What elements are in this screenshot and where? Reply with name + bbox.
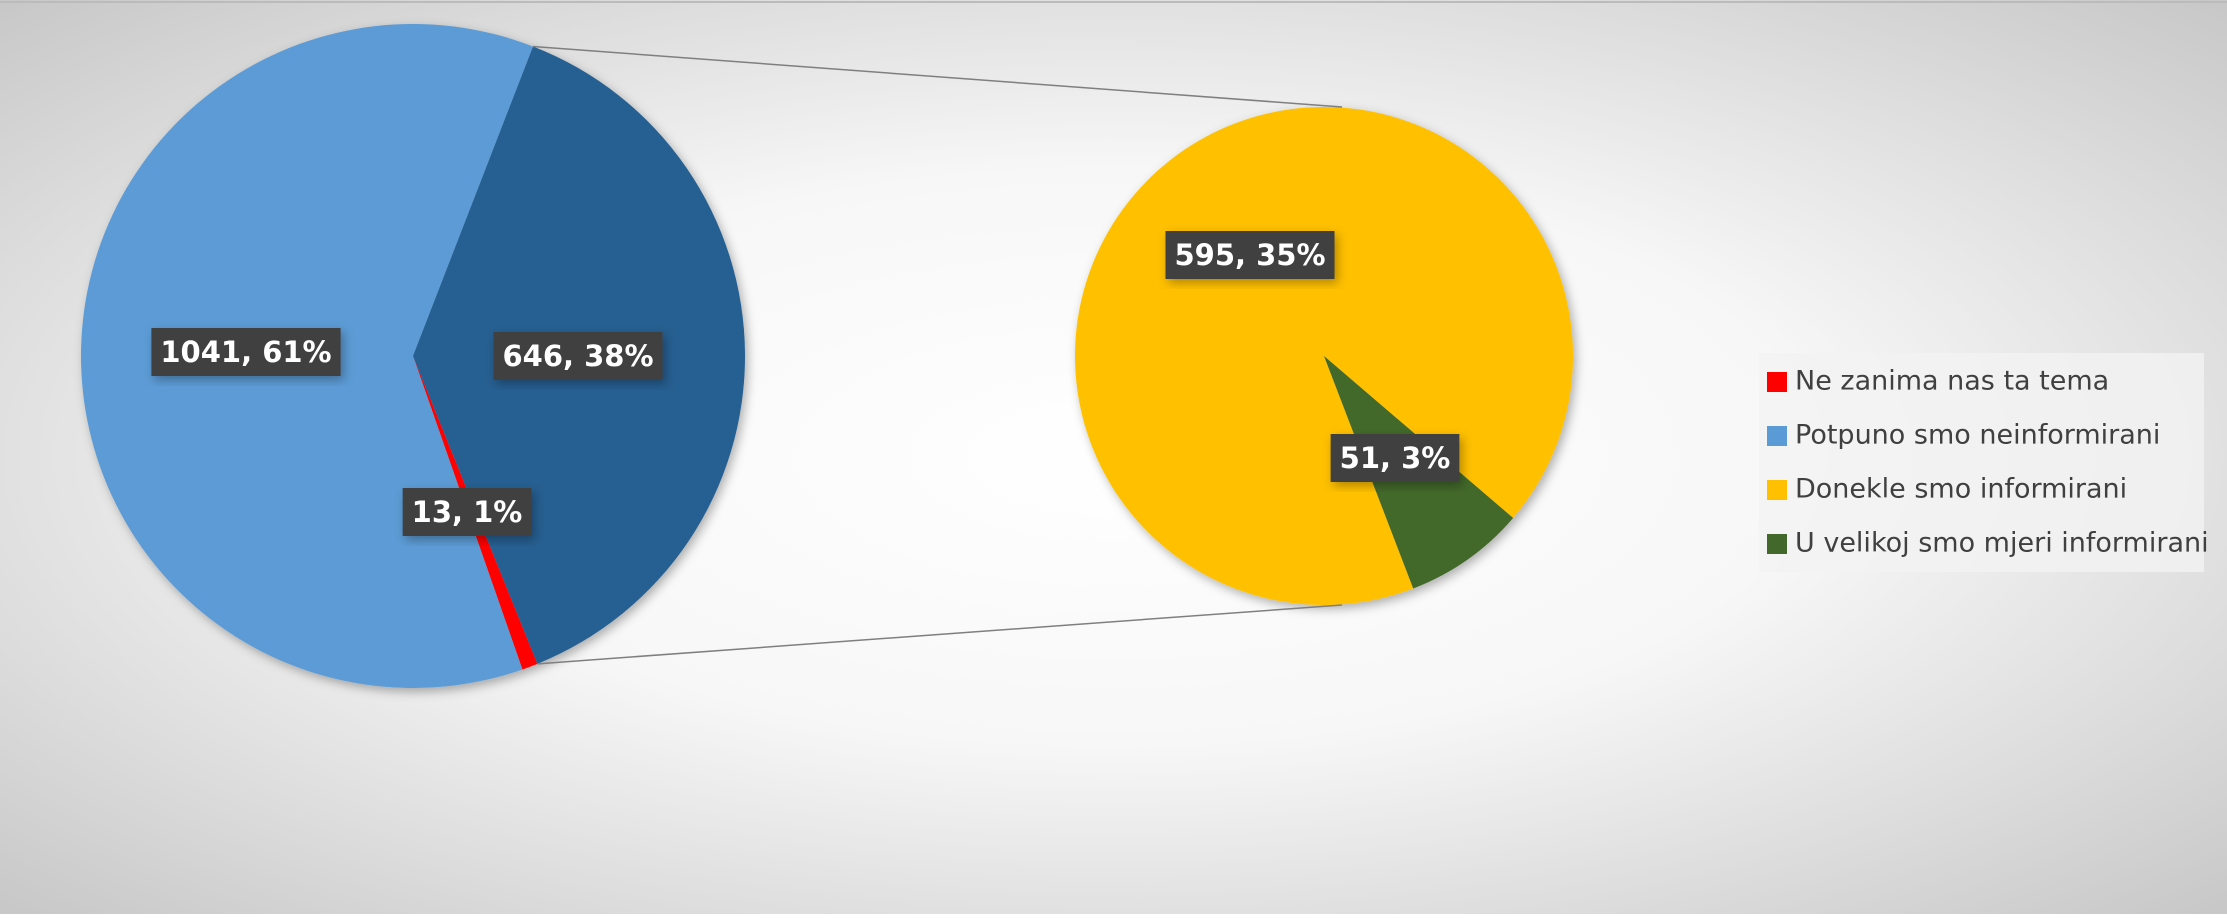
data-label-text: 595, 35% <box>1174 238 1325 272</box>
legend-swatch <box>1767 480 1787 500</box>
legend-label: Ne zanima nas ta tema <box>1795 366 2109 397</box>
legend-swatch <box>1767 426 1787 446</box>
data-label-box <box>402 488 532 536</box>
connector-line <box>533 45 1343 108</box>
data-label-box <box>151 328 341 376</box>
connector-line <box>537 604 1343 665</box>
data-label-box <box>1165 231 1335 279</box>
data-label: 595, 35% <box>1165 231 1335 279</box>
data-label-box <box>1330 434 1460 482</box>
legend-label: Potpuno smo neinformirani <box>1795 420 2160 451</box>
data-label: 51, 3% <box>1330 434 1460 482</box>
legend-swatch <box>1767 372 1787 392</box>
data-label-text: 51, 3% <box>1340 441 1451 475</box>
data-label: 646, 38% <box>493 332 663 380</box>
data-label-text: 13, 1% <box>412 495 523 529</box>
legend-box <box>1759 353 2204 572</box>
data-label-text: 1041, 61% <box>160 335 331 369</box>
data-label-text: 646, 38% <box>502 339 653 373</box>
legend-label: U velikoj smo mjeri informirani <box>1795 528 2209 559</box>
data-label: 1041, 61% <box>151 328 341 376</box>
data-label: 13, 1% <box>402 488 532 536</box>
legend-label: Donekle smo informirani <box>1795 474 2127 505</box>
legend-swatch <box>1767 534 1787 554</box>
data-label-box <box>493 332 663 380</box>
